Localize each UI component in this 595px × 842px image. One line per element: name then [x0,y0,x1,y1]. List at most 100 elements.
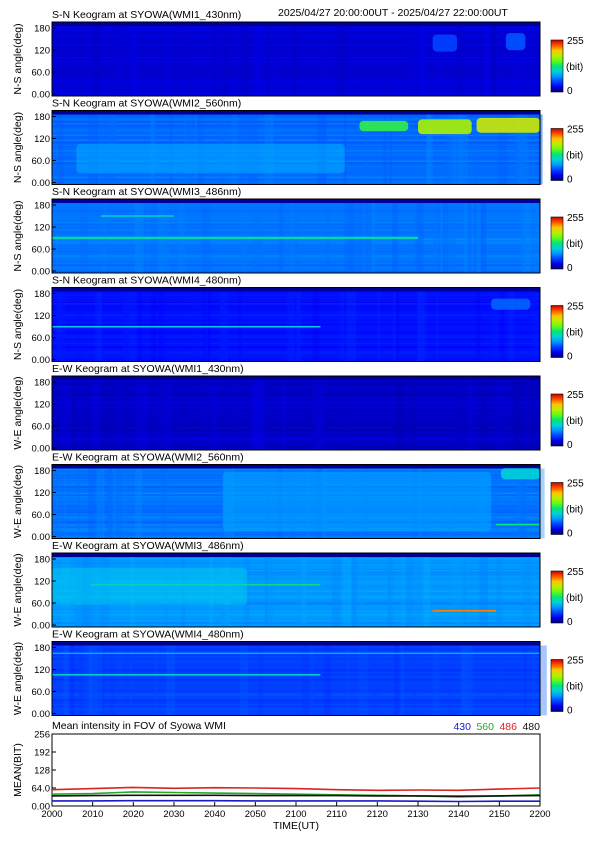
keogram-texture-stripe [52,357,540,359]
keogram-texture-stripe [52,309,540,312]
y-tick-label: 180 [34,289,50,300]
keogram-texture-stripe [52,314,540,316]
keogram-texture-stripe [52,140,540,142]
y-tick-label: 60.0 [32,156,51,167]
keogram-texture-stripe [52,263,540,266]
keogram-texture-stripe [52,706,540,707]
keogram-texture-column [309,645,314,716]
colorbar-min-label: 0 [567,263,573,274]
chart-y-tick-label: 192 [34,748,50,759]
keogram-texture-stripe [52,658,540,659]
keogram-texture-stripe [52,44,540,46]
keogram-texture-column [323,645,332,716]
colorbar-min-label: 0 [567,617,573,628]
keogram-texture-stripe [52,211,540,213]
keogram-texture-column [339,291,344,362]
keogram-texture-stripe [52,575,540,577]
keogram-texture-column [258,645,263,716]
keogram-top-strip [52,641,540,646]
keogram-texture-stripe [52,64,540,65]
keogram-texture-stripe [52,131,540,133]
keogram-texture-column [89,645,97,716]
keogram-texture-column [266,380,270,450]
keogram-texture-column [467,380,473,450]
keogram-texture-column [458,114,469,185]
keogram-panel-1: S-N Keogram at SYOWA(WMI1_430nm)180 120 60… [12,9,584,101]
keogram-texture-column [417,291,427,362]
keogram-texture-stripe [52,142,540,144]
keogram-texture-column [292,26,300,96]
y-tick-label: 60.0 [32,599,51,610]
keogram-texture-column [387,557,394,627]
keogram-texture-stripe [52,614,540,616]
keogram-texture-stripe [52,242,540,244]
keogram-texture-stripe [52,351,540,353]
keogram-texture-stripe [52,266,540,268]
keogram-texture-stripe [52,136,540,138]
keogram-texture-stripe [52,603,540,605]
keogram-texture-stripe [52,203,540,205]
keogram-texture-column [98,645,103,716]
keogram-texture-column [230,380,235,450]
chart-title: Mean intensity in FOV of Syowa WMI [52,720,226,732]
chart-x-tick-label: 2000 [41,809,62,820]
keogram-texture-column [437,26,442,96]
y-tick-label: 120 [34,134,50,145]
y-tick-label: 120 [34,46,50,57]
keogram-texture-column [407,380,415,450]
keogram-texture-column [116,380,122,450]
keogram-texture-column [479,203,487,273]
keogram-texture-stripe [52,121,540,123]
keogram-texture-column [310,380,317,450]
keogram-texture-column [388,557,391,627]
keogram-panel-6: E-W Keogram at SYOWA(WMI2_560nm)180 120 60… [12,452,584,544]
colorbar-max-label: 255 [567,36,584,47]
keogram-texture-stripe [52,418,540,421]
y-tick-label: 60.0 [32,245,51,256]
keogram-texture-column [158,380,165,450]
keogram-texture-stripe [52,445,540,447]
keogram-texture-stripe [52,595,540,598]
y-tick-label: 120 [34,577,50,588]
keogram-texture-stripe [52,308,540,309]
keogram-texture-stripe [52,590,540,592]
keogram-texture-column [135,380,141,450]
keogram-texture-stripe [52,335,540,337]
keogram-texture-column [118,380,128,450]
chart-x-tick-label: 2140 [448,809,469,820]
keogram-texture-stripe [52,354,540,356]
keogram-texture-column [129,26,137,96]
keogram-texture-column [166,380,172,450]
series-line-560 [51,791,541,798]
keogram-texture-stripe [52,696,540,699]
keogram-title: E-W Keogram at SYOWA(WMI4_480nm) [52,629,244,641]
keogram-top-strip [52,110,540,115]
keogram-texture-stripe [52,67,540,69]
keogram-texture-stripe [52,563,540,565]
keogram-texture-column [53,468,62,539]
colorbar-min-label: 0 [567,175,573,186]
keogram-texture-column [474,203,484,273]
keogram-texture-stripe [52,582,540,584]
chart-x-tick-label: 2030 [163,809,184,820]
colorbar-unit-label: (bit) [566,505,583,516]
chart-x-tick-label: 2040 [204,809,225,820]
keogram-texture-column [346,645,349,716]
keogram-panel-8: E-W Keogram at SYOWA(WMI4_480nm)180 120 60… [12,629,584,721]
keogram-texture-column [468,645,473,716]
keogram-texture-stripe [52,245,540,247]
keogram-texture-column [322,26,328,96]
y-tick-label: 180 [34,555,50,566]
colorbar-unit-label: (bit) [566,593,583,604]
keogram-texture-stripe [52,665,540,667]
keogram-texture-stripe [52,470,540,472]
chart-x-tick-label: 2010 [82,809,103,820]
keogram-texture-stripe [52,421,540,424]
keogram-texture-column [264,557,268,627]
keogram-texture-stripe [52,558,540,560]
keogram-texture-column [337,26,346,96]
keogram-texture-column [427,114,433,185]
keogram-texture-column [220,26,229,96]
colorbar-max-label: 255 [567,479,584,490]
keogram-texture-stripe [52,446,540,448]
